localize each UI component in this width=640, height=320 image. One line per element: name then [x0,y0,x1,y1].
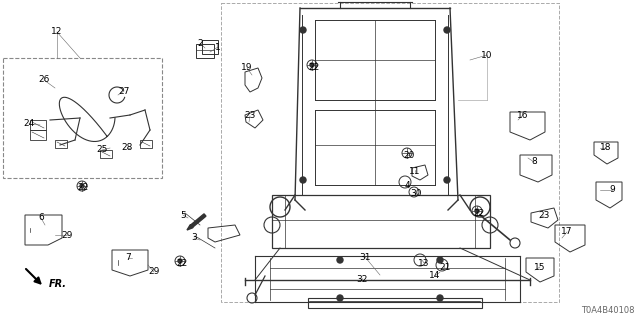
Text: 2: 2 [197,38,203,47]
Circle shape [310,63,314,67]
Circle shape [337,295,343,301]
Text: 8: 8 [531,157,537,166]
Text: 15: 15 [534,262,546,271]
Text: 25: 25 [96,146,108,155]
Text: 12: 12 [51,28,63,36]
Circle shape [444,177,450,183]
Text: 28: 28 [122,143,132,153]
Text: 19: 19 [241,63,253,73]
Circle shape [475,209,479,213]
Text: T0A4B40108: T0A4B40108 [582,306,635,315]
Text: 13: 13 [419,259,429,268]
Text: 3: 3 [191,234,197,243]
Bar [308,298,482,308]
Circle shape [437,295,443,301]
Text: 23: 23 [538,212,550,220]
Bar [202,40,218,54]
Bar [140,140,152,148]
Text: 14: 14 [429,271,441,281]
Text: 22: 22 [77,183,88,193]
Circle shape [300,177,306,183]
Text: 31: 31 [359,252,371,261]
Text: 6: 6 [38,213,44,222]
Text: 30: 30 [410,189,422,198]
Text: 21: 21 [439,263,451,273]
Bar [100,150,112,158]
Bar [3,58,162,178]
Circle shape [444,27,450,33]
Text: FR.: FR. [49,279,67,289]
Text: 10: 10 [481,51,493,60]
Text: 9: 9 [609,186,615,195]
Text: 32: 32 [356,276,368,284]
Bar [221,3,559,302]
Bar [55,140,67,148]
FancyArrow shape [187,214,206,230]
Text: 22: 22 [474,209,484,218]
Text: 5: 5 [180,211,186,220]
Text: 24: 24 [24,119,35,129]
Text: 20: 20 [403,150,415,159]
Text: 16: 16 [517,110,529,119]
Text: 22: 22 [308,62,319,71]
Circle shape [300,27,306,33]
Circle shape [337,257,343,263]
Text: 1: 1 [215,43,221,52]
Bar [196,44,214,58]
Text: 18: 18 [600,143,612,153]
Bar [272,195,490,248]
Text: 23: 23 [244,111,256,121]
Text: 11: 11 [409,167,420,177]
Text: 4: 4 [404,180,410,189]
Circle shape [437,257,443,263]
Text: 29: 29 [148,268,160,276]
Text: 27: 27 [118,86,130,95]
Circle shape [80,184,84,188]
Text: 29: 29 [61,230,73,239]
Text: 17: 17 [561,228,573,236]
Bar [30,130,46,140]
Text: 26: 26 [38,76,50,84]
Circle shape [178,259,182,263]
Bar [30,120,46,130]
Text: 7: 7 [125,253,131,262]
Text: 22: 22 [177,259,188,268]
